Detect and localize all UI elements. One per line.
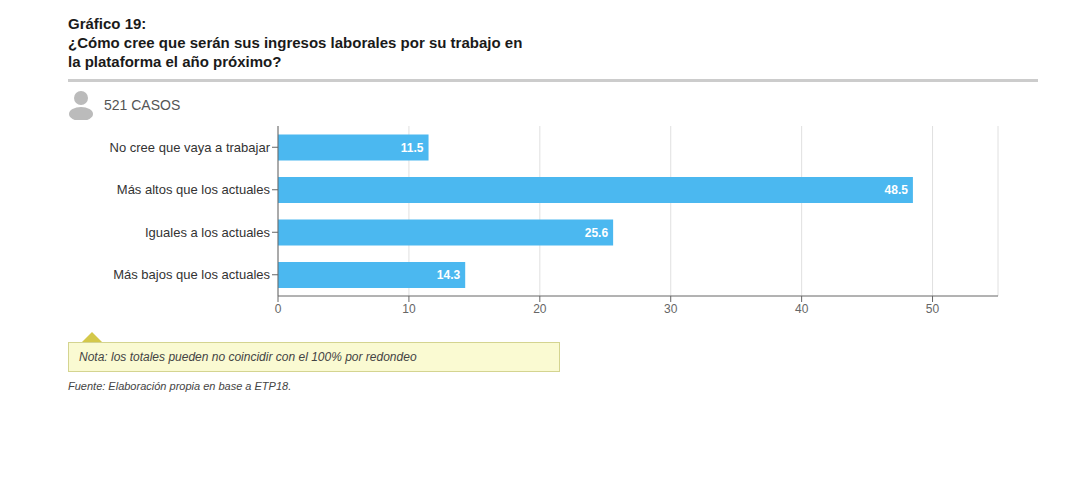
svg-text:30: 30: [664, 302, 678, 316]
svg-text:Más altos que los actuales: Más altos que los actuales: [117, 182, 271, 197]
svg-text:0: 0: [275, 302, 282, 316]
html-text:Gráfico 19:: Gráfico 19:: [68, 15, 147, 32]
svg-text:Iguales a los actuales: Iguales a los actuales: [145, 225, 271, 240]
svg-text:11.5: 11.5: [401, 141, 424, 155]
html-text:¿Cómo cree que serán sus ingre: ¿Cómo cree que serán sus ingresos labora…: [68, 34, 523, 70]
html-text:Fuente: Elaboración propia en: Fuente: Elaboración propia en base a ETP…: [68, 380, 292, 392]
svg-text:No cree que vaya a trabajar: No cree que vaya a trabajar: [110, 140, 271, 155]
svg-text:Más bajos que los actuales: Más bajos que los actuales: [113, 267, 270, 282]
svg-text:10: 10: [402, 302, 416, 316]
svg-text:40: 40: [795, 302, 809, 316]
svg-text:25.6: 25.6: [585, 226, 609, 240]
svg-text:48.5: 48.5: [885, 183, 909, 197]
html-text:Nota: los totales pueden no co: Nota: los totales pueden no coincidir co…: [79, 350, 417, 364]
svg-text:14.3: 14.3: [437, 268, 461, 282]
svg-text:20: 20: [533, 302, 547, 316]
html-text:521 CASOS: 521 CASOS: [104, 97, 181, 113]
svg-text:50: 50: [926, 302, 940, 316]
